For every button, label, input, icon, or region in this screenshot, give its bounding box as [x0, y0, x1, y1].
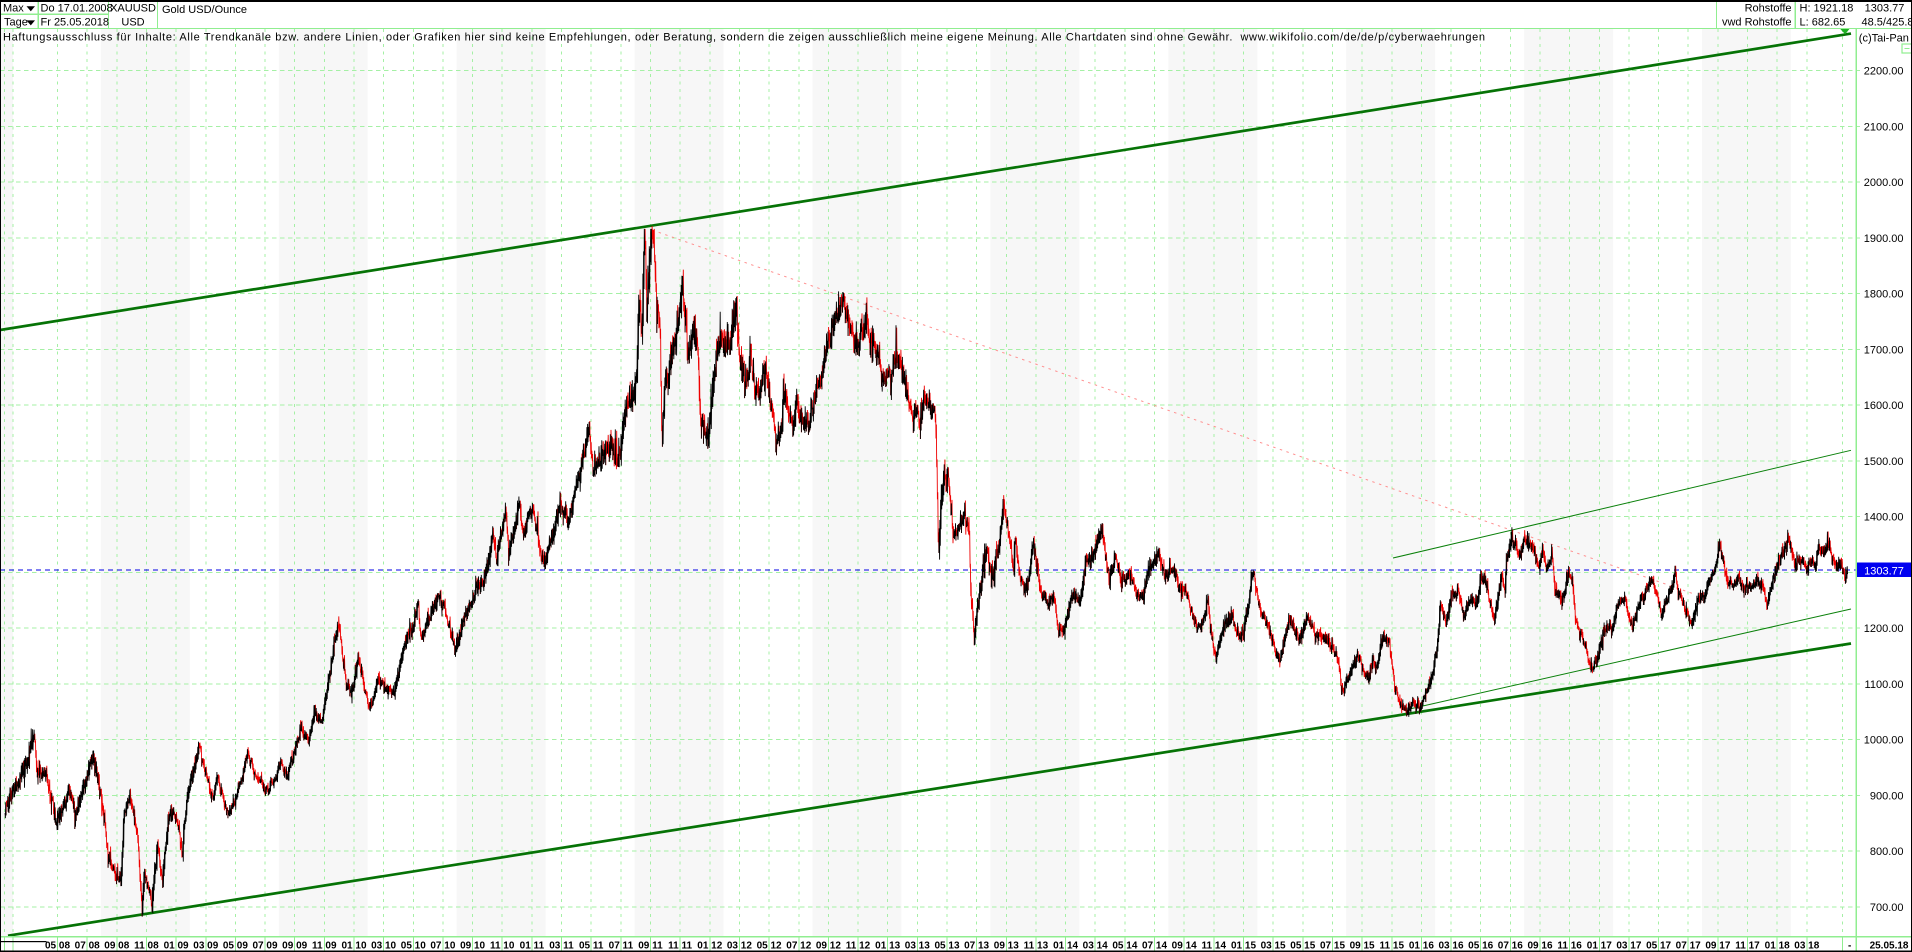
svg-text:03 17: 03 17	[1616, 940, 1641, 951]
svg-text:01 14: 01 14	[1053, 940, 1078, 951]
svg-text:XAUUSD: XAUUSD	[110, 3, 156, 15]
svg-text:11 13: 11 13	[1024, 940, 1049, 951]
svg-text:2200.00: 2200.00	[1864, 66, 1904, 78]
svg-text:11 16: 11 16	[1557, 940, 1582, 951]
svg-text:01 11: 01 11	[520, 940, 545, 951]
svg-text:07 11: 07 11	[609, 940, 634, 951]
svg-text:11 10: 11 10	[490, 940, 515, 951]
svg-text:01 13: 01 13	[875, 940, 900, 951]
svg-text:05 12: 05 12	[757, 940, 782, 951]
svg-text:vwd Rohstoffe: vwd Rohstoffe	[1722, 17, 1792, 29]
svg-text:Tage: Tage	[4, 17, 28, 29]
svg-text:11 17: 11 17	[1735, 940, 1760, 951]
svg-text:700.00: 700.00	[1870, 902, 1904, 914]
svg-text:1800.00: 1800.00	[1864, 289, 1904, 301]
svg-text:09 14: 09 14	[1172, 940, 1197, 951]
svg-text:09 13: 09 13	[994, 940, 1019, 951]
svg-text:1700.00: 1700.00	[1864, 344, 1904, 356]
svg-text:1303.77: 1303.77	[1865, 3, 1905, 15]
svg-text:01 12: 01 12	[697, 940, 722, 951]
svg-text:07 10: 07 10	[430, 940, 455, 951]
svg-text:07 13: 07 13	[964, 940, 989, 951]
svg-text:07 14: 07 14	[1142, 940, 1167, 951]
svg-text:05 16: 05 16	[1468, 940, 1493, 951]
svg-text:48.5/425.8: 48.5/425.8	[1862, 17, 1912, 29]
svg-text:2000.00: 2000.00	[1864, 177, 1904, 189]
svg-text:01 16: 01 16	[1409, 940, 1434, 951]
svg-text:09 15: 09 15	[1350, 940, 1375, 951]
svg-text:07 17: 07 17	[1676, 940, 1701, 951]
svg-text:1200.00: 1200.00	[1864, 623, 1904, 635]
svg-text:11 14: 11 14	[1202, 940, 1227, 951]
svg-text:800.00: 800.00	[1870, 846, 1904, 858]
svg-text:1000.00: 1000.00	[1864, 735, 1904, 747]
svg-text:01 10: 01 10	[341, 940, 366, 951]
svg-text:1303.77: 1303.77	[1864, 565, 1904, 577]
svg-text:07 09: 07 09	[252, 940, 277, 951]
svg-text:05 10: 05 10	[401, 940, 426, 951]
svg-text:03 14: 03 14	[1083, 940, 1108, 951]
svg-text:09 08: 09 08	[104, 940, 129, 951]
svg-text:L: 682.65: L: 682.65	[1800, 17, 1846, 29]
svg-text:05 09: 05 09	[223, 940, 248, 951]
svg-text:Fr 25.05.2018: Fr 25.05.2018	[41, 17, 110, 29]
svg-text:01 18: 01 18	[1765, 940, 1790, 951]
svg-text:01 09: 01 09	[164, 940, 189, 951]
svg-text:Do 17.01.2008: Do 17.01.2008	[41, 3, 113, 15]
svg-text:03 15: 03 15	[1261, 940, 1286, 951]
svg-text:(c)Tai-Pan: (c)Tai-Pan	[1859, 33, 1909, 45]
svg-text:USD: USD	[121, 17, 144, 29]
svg-text:Max: Max	[3, 3, 24, 15]
svg-text:25.05.18: 25.05.18	[1870, 940, 1909, 951]
svg-text:09 17: 09 17	[1705, 940, 1730, 951]
svg-text:05 13: 05 13	[934, 940, 959, 951]
svg-text:07 16: 07 16	[1498, 940, 1523, 951]
svg-text:11 09: 11 09	[312, 940, 337, 951]
svg-text:07 15: 07 15	[1320, 940, 1345, 951]
svg-text:01 15: 01 15	[1231, 940, 1256, 951]
svg-text:2100.00: 2100.00	[1864, 121, 1904, 133]
svg-text:09 12: 09 12	[816, 940, 841, 951]
svg-text:03 11: 03 11	[549, 940, 574, 951]
svg-text:03 10: 03 10	[371, 940, 396, 951]
svg-text:1600.00: 1600.00	[1864, 400, 1904, 412]
svg-text:09 11: 09 11	[638, 940, 663, 951]
svg-text:05 11: 05 11	[579, 940, 604, 951]
svg-text:11 11: 11 11	[668, 940, 692, 951]
svg-text:03 09: 03 09	[193, 940, 218, 951]
svg-text:09 16: 09 16	[1527, 940, 1552, 951]
svg-text:09 09: 09 09	[282, 940, 307, 951]
svg-text:-: -	[1848, 940, 1851, 951]
svg-text:Rohstoffe: Rohstoffe	[1745, 3, 1792, 15]
svg-text:03 16: 03 16	[1438, 940, 1463, 951]
svg-text:05 15: 05 15	[1290, 940, 1315, 951]
svg-text:03 13: 03 13	[905, 940, 930, 951]
svg-text:1900.00: 1900.00	[1864, 233, 1904, 245]
svg-text:11 12: 11 12	[846, 940, 871, 951]
svg-text:11 15: 11 15	[1380, 940, 1405, 951]
svg-text:11 08: 11 08	[134, 940, 159, 951]
svg-text:900.00: 900.00	[1870, 790, 1904, 802]
svg-text:05 14: 05 14	[1112, 940, 1137, 951]
svg-text:01 17: 01 17	[1587, 940, 1612, 951]
svg-text:1100.00: 1100.00	[1865, 679, 1904, 691]
svg-text:07 08: 07 08	[75, 940, 100, 951]
svg-text:Haftungsausschluss für Inhalte: Haftungsausschluss für Inhalte: Alle Tre…	[3, 31, 1485, 43]
svg-text:Gold USD/Ounce: Gold USD/Ounce	[162, 4, 247, 16]
svg-text:H: 1921.18: H: 1921.18	[1800, 3, 1854, 15]
svg-text:1400.00: 1400.00	[1864, 512, 1904, 524]
svg-text:03 18: 03 18	[1794, 940, 1819, 951]
svg-text:05 08: 05 08	[45, 940, 70, 951]
svg-text:07 12: 07 12	[786, 940, 811, 951]
svg-text:05 17: 05 17	[1646, 940, 1671, 951]
svg-text:03 12: 03 12	[727, 940, 752, 951]
svg-text:1500.00: 1500.00	[1864, 456, 1904, 468]
svg-text:09 10: 09 10	[460, 940, 485, 951]
